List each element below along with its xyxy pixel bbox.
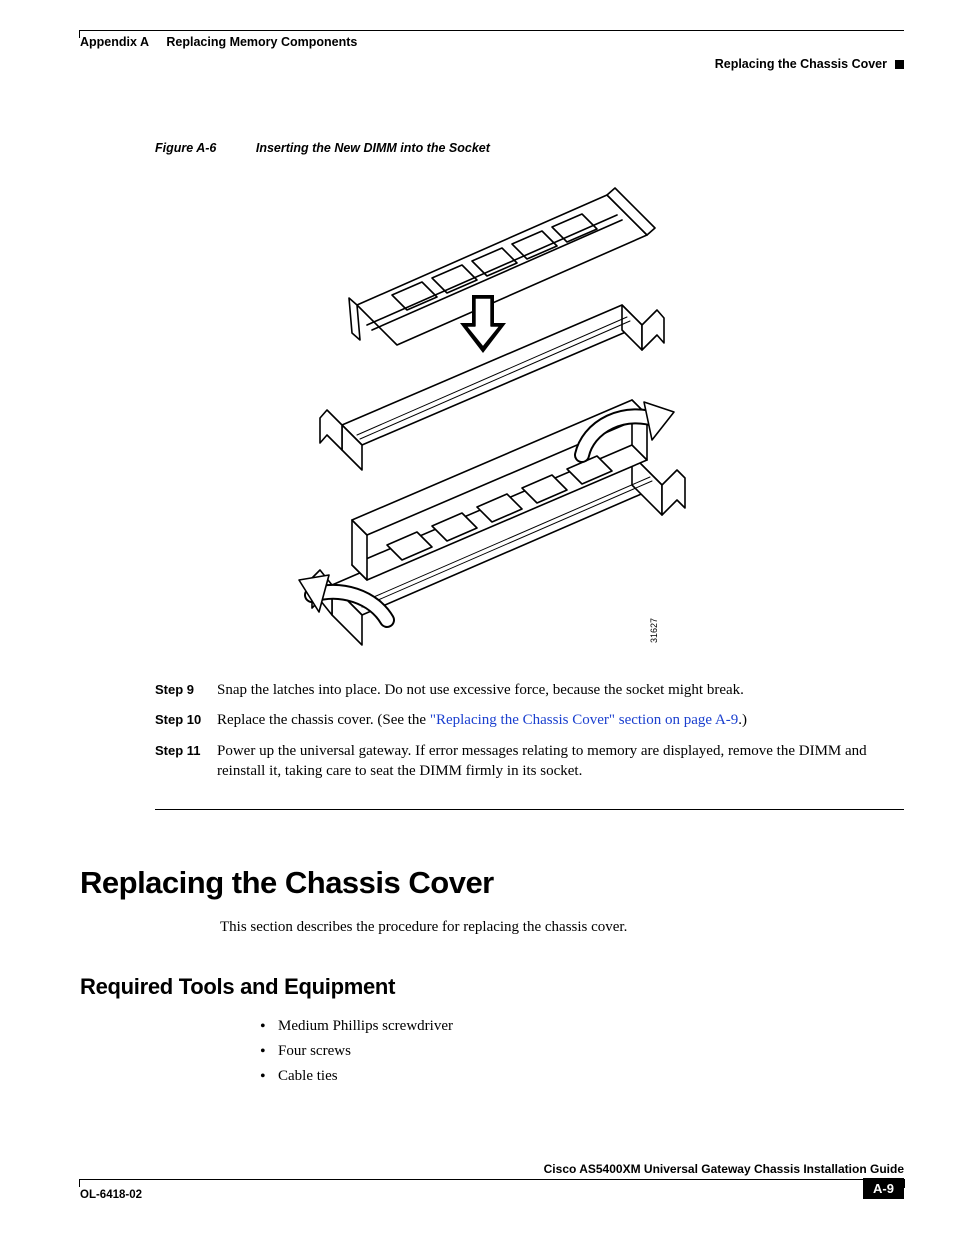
step-cross-ref-link[interactable]: "Replacing the Chassis Cover" section on…: [430, 712, 738, 728]
list-item: Four screws: [260, 1043, 904, 1060]
figure-caption: Figure A-6 Inserting the New DIMM into t…: [155, 141, 904, 155]
list-item: Cable ties: [260, 1068, 904, 1085]
header-appendix: Appendix A Replacing Memory Components: [80, 35, 904, 49]
step-text: Snap the latches into place. Do not use …: [217, 680, 904, 700]
step-label: Step 10: [155, 710, 217, 730]
step-text-body: Power up the universal gateway. If error…: [217, 743, 867, 779]
footer-doc-number: OL-6418-02: [80, 1189, 142, 1201]
steps-list: Step 9 Snap the latches into place. Do n…: [155, 680, 904, 781]
page-footer: Cisco AS5400XM Universal Gateway Chassis…: [80, 1162, 904, 1205]
footer-page-number: A-9: [863, 1178, 904, 1199]
list-item: Medium Phillips screwdriver: [260, 1018, 904, 1035]
subsection-heading: Required Tools and Equipment: [80, 974, 904, 1000]
step-text-before: Replace the chassis cover. (See the: [217, 712, 430, 728]
step-text: Power up the universal gateway. If error…: [217, 741, 904, 782]
step-text-after: .): [738, 712, 747, 728]
header-section: Replacing the Chassis Cover: [80, 57, 904, 71]
section-end-rule: [155, 809, 904, 810]
section-heading: Replacing the Chassis Cover: [80, 865, 904, 901]
figure-title: Inserting the New DIMM into the Socket: [256, 141, 490, 155]
footer-rule: [80, 1179, 904, 1187]
step-row: Step 9 Snap the latches into place. Do n…: [155, 680, 904, 700]
footer-guide-title: Cisco AS5400XM Universal Gateway Chassis…: [80, 1162, 904, 1176]
step-text-body: Snap the latches into place. Do not use …: [217, 682, 744, 698]
tools-list: Medium Phillips screwdriver Four screws …: [260, 1018, 904, 1085]
step-label: Step 9: [155, 680, 217, 700]
figure-dimm-install: 31627: [80, 165, 904, 665]
header-marker-square: [895, 60, 904, 69]
figure-ref-number: 31627: [649, 618, 659, 643]
dimm-illustration: 31627: [262, 165, 722, 665]
appendix-label: Appendix A: [80, 35, 149, 49]
step-text: Replace the chassis cover. (See the "Rep…: [217, 710, 904, 730]
appendix-title: Replacing Memory Components: [166, 35, 357, 49]
step-row: Step 11 Power up the universal gateway. …: [155, 741, 904, 782]
figure-label: Figure A-6: [155, 141, 216, 155]
step-row: Step 10 Replace the chassis cover. (See …: [155, 710, 904, 730]
header-rule-top: [80, 30, 904, 31]
step-label: Step 11: [155, 741, 217, 782]
section-intro-text: This section describes the procedure for…: [220, 919, 904, 936]
header-section-title: Replacing the Chassis Cover: [715, 57, 887, 71]
